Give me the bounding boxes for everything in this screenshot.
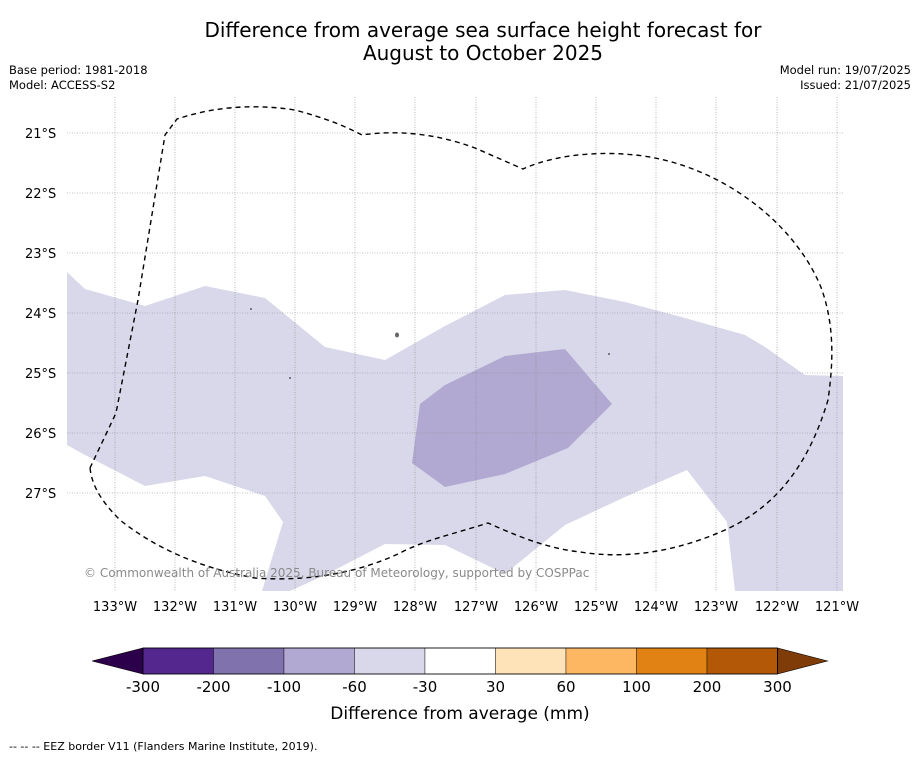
base-period: Base period: 1981-2018 — [9, 63, 148, 77]
colorbar-tick-label: -100 — [267, 678, 301, 696]
model-run: Model run: 19/07/2025 — [779, 63, 911, 77]
lat-tick-label: 25°S — [25, 367, 56, 382]
colorbar-segment — [706, 647, 778, 675]
colorbar-under-triangle — [91, 647, 144, 675]
lon-tick-label: 131°W — [213, 600, 257, 615]
eez-border — [89, 106, 833, 580]
colorbar-tick-label: -200 — [196, 678, 230, 696]
model-name: Model: ACCESS-S2 — [9, 78, 116, 92]
colorbar-over-triangle — [777, 647, 829, 675]
lon-tick-label: 129°W — [333, 600, 377, 615]
meta-left: Base period: 1981-2018 Model: ACCESS-S2 — [9, 63, 148, 93]
map-title: Difference from average sea surface heig… — [0, 19, 919, 65]
colorbar-segment — [354, 647, 426, 675]
colorbar-tick-label: 30 — [486, 678, 505, 696]
islands — [250, 308, 610, 379]
eez-legend-note: -- -- -- EEZ border V11 (Flanders Marine… — [9, 740, 318, 753]
island-mark — [608, 353, 610, 355]
colorbar-tick-label: 300 — [763, 678, 792, 696]
colorbar-segment — [424, 647, 496, 675]
lon-tick-label: 126°W — [514, 600, 558, 615]
lon-tick-label: 125°W — [574, 600, 618, 615]
colorbar: -300 -200 -100 -60 -30 30 60 100 200 300 — [91, 647, 829, 696]
island-mark — [250, 308, 252, 310]
colorbar-tick-label: 100 — [622, 678, 651, 696]
latitude-labels: 21°S 22°S 23°S 24°S 25°S 26°S 27°S — [25, 127, 56, 502]
lat-tick-label: 21°S — [25, 127, 56, 142]
island-mark — [395, 332, 399, 338]
lon-tick-label: 121°W — [815, 600, 859, 615]
colorbar-segment — [283, 647, 355, 675]
lat-tick-label: 26°S — [25, 427, 56, 442]
colorbar-tick-label: -60 — [342, 678, 367, 696]
colorbar-label: Difference from average (mm) — [330, 704, 589, 724]
title-line-1: Difference from average sea surface heig… — [204, 18, 762, 42]
lon-tick-label: 133°W — [93, 600, 137, 615]
copyright-watermark: © Commonwealth of Australia 2025, Bureau… — [84, 566, 589, 580]
graticule — [67, 97, 843, 591]
colorbar-segment — [636, 647, 708, 675]
lon-tick-label: 128°W — [393, 600, 437, 615]
lon-tick-label: 132°W — [153, 600, 197, 615]
title-line-2: August to October 2025 — [362, 41, 604, 65]
longitude-labels: 133°W 132°W 131°W 130°W 129°W 128°W 127°W 126°W… — [93, 600, 859, 615]
colorbar-tick-label: -300 — [126, 678, 160, 696]
colorbar-segment — [495, 647, 567, 675]
meta-right: Model run: 19/07/2025 Issued: 21/07/2025 — [780, 63, 911, 93]
lon-tick-label: 127°W — [454, 600, 498, 615]
colorbar-segment — [565, 647, 637, 675]
island-mark — [289, 377, 291, 379]
lon-tick-label: 123°W — [694, 600, 738, 615]
map-figure: © Commonwealth of Australia 2025, Bureau… — [25, 97, 859, 724]
lat-tick-label: 27°S — [25, 487, 56, 502]
colorbar-segment — [142, 647, 214, 675]
lat-tick-label: 24°S — [25, 307, 56, 322]
lon-tick-label: 124°W — [634, 600, 678, 615]
colorbar-segment — [213, 647, 285, 675]
lon-tick-label: 130°W — [273, 600, 317, 615]
colorbar-frame — [142, 647, 778, 675]
lat-tick-label: 22°S — [25, 187, 56, 202]
anomaly-fills — [67, 272, 843, 591]
colorbar-tick-label: -30 — [413, 678, 438, 696]
colorbar-tick-label: 200 — [693, 678, 722, 696]
colorbar-tick-label: 60 — [556, 678, 575, 696]
lat-tick-label: 23°S — [25, 247, 56, 262]
lon-tick-label: 122°W — [755, 600, 799, 615]
issued-date: Issued: 21/07/2025 — [800, 78, 911, 92]
anomaly-region-minus60-100 — [412, 349, 612, 487]
